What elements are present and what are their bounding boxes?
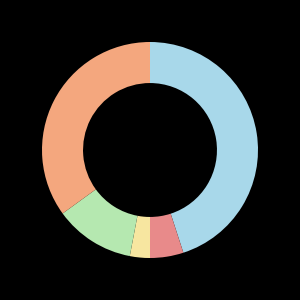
Wedge shape — [150, 214, 183, 258]
Wedge shape — [63, 189, 137, 256]
Wedge shape — [130, 216, 150, 258]
Wedge shape — [42, 42, 150, 214]
Wedge shape — [150, 42, 258, 253]
